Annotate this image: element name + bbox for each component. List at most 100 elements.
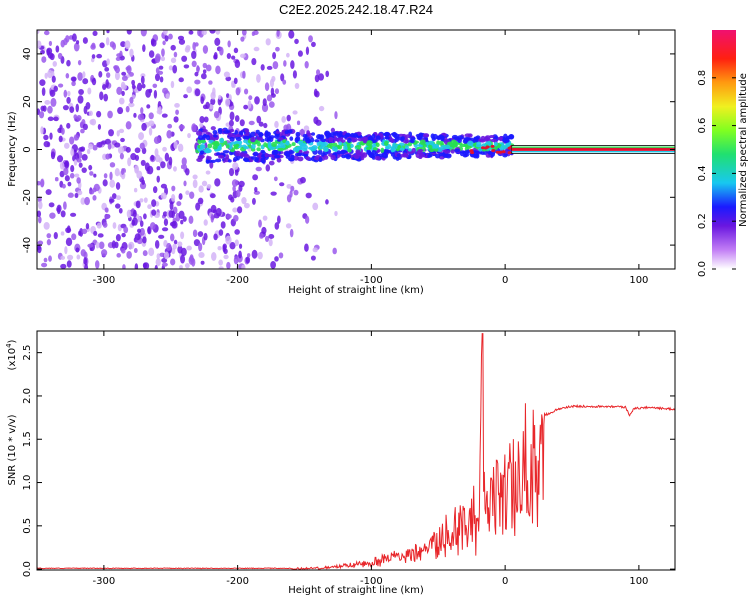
noise-speckle [305,215,310,224]
noise-speckle [133,209,137,218]
noise-speckle [208,80,213,85]
band-blob [399,147,405,151]
noise-speckle [82,78,89,85]
noise-speckle [273,176,278,182]
noise-speckle [93,230,98,236]
band-blob [324,130,331,136]
noise-speckle [200,96,205,105]
noise-speckle [77,190,83,196]
noise-speckle [117,146,125,155]
noise-speckle [210,204,217,213]
band-blob [472,153,479,159]
colorbar-tick-label: 0.6 [697,118,708,134]
noise-speckle [99,91,104,101]
noise-speckle [213,212,220,219]
noise-speckle [73,114,78,120]
noise-speckle [256,73,261,83]
noise-speckle [171,220,178,229]
band-blob [362,136,368,143]
noise-speckle [92,144,98,151]
noise-speckle [115,234,121,242]
noise-speckle [91,78,97,86]
noise-speckle [91,42,96,49]
band-blob [372,139,377,144]
noise-speckle [43,257,48,263]
band-blob [229,136,235,142]
spectrogram-ytick-label: -20 [22,189,33,205]
noise-speckle [37,216,42,224]
band-blob [323,155,329,160]
noise-speckle [285,223,292,229]
noise-speckle [140,107,144,115]
band-blob [271,141,277,147]
band-blob [411,147,416,153]
noise-speckle [105,72,111,78]
band-blob [352,137,358,143]
noise-speckle [185,44,191,51]
snr-panel: -300 -200 -100 0 100 0.0 0.5 1.0 1.5 2.0 2.5 Heig… [5,330,676,596]
colorbar-tick-label: 0.0 [697,261,708,277]
noise-speckle [102,179,108,187]
band-blob [345,132,351,137]
noise-speckle [66,260,72,268]
noise-speckle [175,109,179,115]
band-blob [250,136,256,143]
band-blob [390,138,395,144]
band-blob [285,140,290,146]
noise-speckle [133,187,138,193]
noise-speckle [214,37,221,47]
noise-speckle [162,40,166,46]
noise-speckle [213,54,218,60]
noise-speckle [149,222,156,230]
noise-speckle [210,91,216,100]
band-blob [260,157,266,163]
noise-speckle [173,51,178,58]
band-blob [405,134,410,139]
noise-speckle [114,203,121,209]
band-blob [215,158,222,163]
noise-speckle [92,194,97,201]
noise-speckle [82,123,88,131]
noise-speckle [200,73,207,80]
snr-xtick-label: 0 [502,576,508,587]
noise-speckle [40,105,45,112]
noise-speckle [234,169,239,176]
noise-speckle [60,231,65,236]
band-blob [284,130,289,135]
noise-speckle [43,140,50,148]
band-blob [390,146,397,152]
noise-speckle [248,120,255,126]
carrier-band-green [511,146,675,148]
noise-speckle [109,171,113,181]
noise-speckle [247,253,251,258]
band-blob [311,132,316,136]
noise-speckle [274,222,280,230]
noise-speckle [118,207,123,214]
noise-speckle [265,164,271,172]
noise-speckle [96,110,102,118]
noise-speckle [268,101,275,108]
band-blob [371,149,377,155]
noise-speckle [76,115,82,121]
band-blob [346,137,352,143]
noise-speckle [102,60,108,68]
band-blob [314,139,320,143]
noise-speckle [243,104,249,110]
snr-series-line [37,333,675,570]
band-blob [463,137,469,142]
noise-speckle [82,71,86,78]
noise-speckle [300,176,306,184]
band-blob [463,153,470,157]
noise-speckle [259,232,264,239]
noise-speckle [271,75,276,83]
noise-speckle [272,51,277,60]
noise-speckle [239,53,246,59]
noise-speckle [80,249,87,257]
snr-xtick-label: -200 [226,576,249,587]
noise-speckle [71,33,77,42]
carrier-band-cyan [511,151,675,153]
noise-speckle [125,146,131,153]
noise-speckle [74,192,79,199]
noise-speckle [67,254,74,261]
band-blob [505,138,510,143]
